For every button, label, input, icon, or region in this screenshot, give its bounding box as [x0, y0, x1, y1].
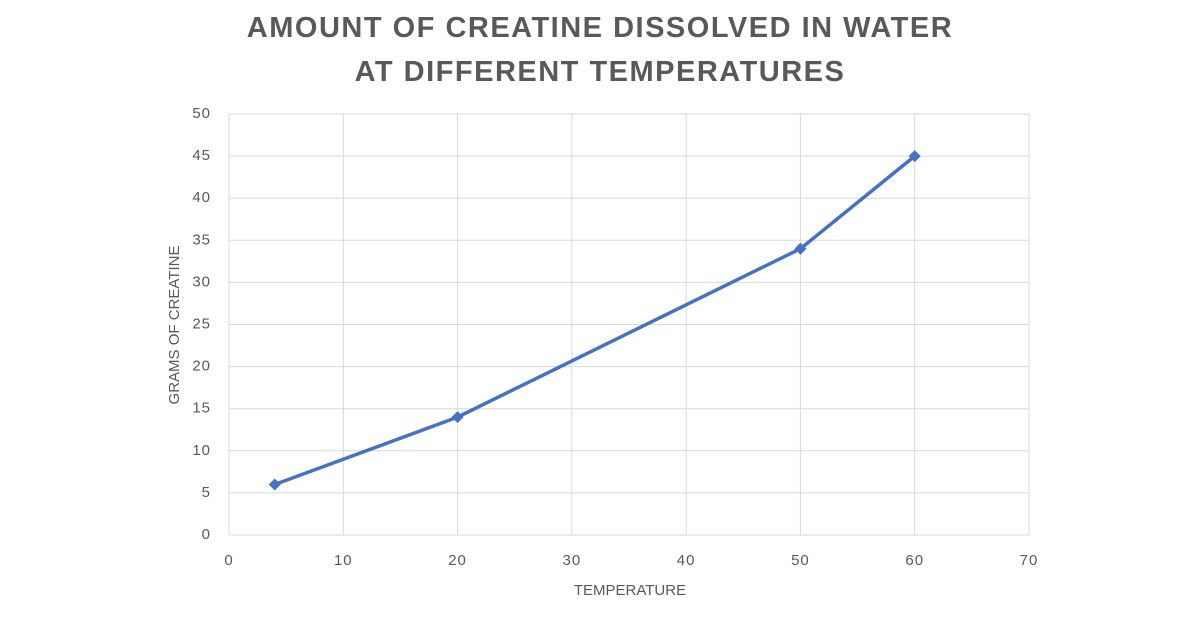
x-tick-label: 40: [677, 552, 696, 569]
y-tick-label: 10: [192, 442, 211, 459]
y-tick-label: 40: [192, 189, 211, 206]
x-tick-label: 70: [1020, 552, 1039, 569]
data-marker: [908, 150, 921, 163]
y-tick-label: 5: [202, 484, 211, 501]
x-tick-label: 0: [224, 552, 233, 569]
x-tick-label: 50: [791, 552, 810, 569]
data-marker: [268, 478, 281, 491]
x-tick-label: 10: [334, 552, 353, 569]
y-tick-label: 45: [192, 147, 211, 164]
y-tick-label: 25: [192, 315, 211, 332]
data-marker: [794, 242, 807, 255]
y-axis-label: GRAMS OF CREATINE: [166, 246, 183, 405]
data-line: [274, 154, 916, 487]
y-tick-label: 35: [192, 231, 211, 248]
x-tick-label: 60: [905, 552, 924, 569]
y-tick-label: 50: [192, 105, 211, 122]
y-tick-label: 15: [192, 400, 211, 417]
y-tick-label: 20: [192, 358, 211, 375]
x-tick-label: 30: [563, 552, 582, 569]
y-tick-label: 0: [202, 526, 211, 543]
data-marker: [451, 411, 464, 424]
y-tick-label: 30: [192, 273, 211, 290]
chart-title: AMOUNT OF CREATINE DISSOLVED IN WATER AT…: [246, 12, 954, 88]
x-tick-label: 20: [448, 552, 467, 569]
x-axis-label: TEMPERATURE: [574, 582, 686, 599]
